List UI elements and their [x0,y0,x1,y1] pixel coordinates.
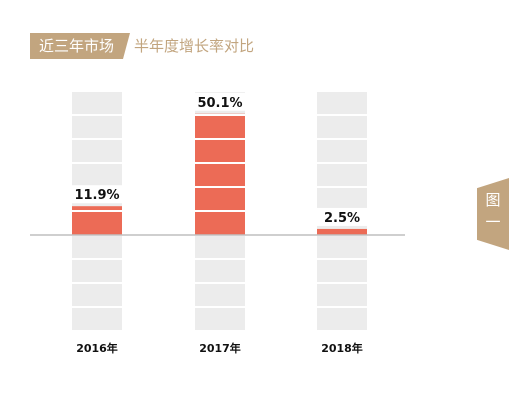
bar-track-segment [72,236,122,258]
bar-track-segment [72,284,122,306]
bar-track-segment [72,308,122,330]
title-tag: 近三年市场 [30,33,130,59]
bar-track-segment [317,92,367,114]
data-label: 11.9% [74,188,119,203]
bar-track-segment [317,164,367,186]
figure-tab-label: 图 [485,191,501,209]
bar-track-segment [72,260,122,282]
figure-tab-number: 一 [485,213,501,231]
data-label-bg [72,185,122,204]
bar-track-segment [317,140,367,162]
bar-separator [195,114,245,116]
bar-track-segment [195,236,245,258]
bar-track-segment [195,260,245,282]
bar-track-segment [317,236,367,258]
bar [317,228,367,235]
bar-track-segment [72,140,122,162]
bar-track-segment [317,308,367,330]
bar-track-segment [317,284,367,306]
data-label: 2.5% [324,211,360,226]
x-tick-label: 2018年 [321,341,363,355]
bar-separator [72,210,122,212]
bar-track-segment [195,284,245,306]
bar-track-segment [72,92,122,114]
data-label-bg [317,207,367,226]
x-tick-label: 2016年 [76,341,118,355]
bar-separator [195,138,245,140]
bar-separator [195,186,245,188]
data-label: 50.1% [197,96,242,111]
bar-track-segment [72,164,122,186]
bar-track-segment [317,116,367,138]
data-label-bg [195,92,245,111]
bar-separator [195,210,245,212]
bar-track-segment [72,116,122,138]
bar-separator [195,162,245,164]
bar-track-segment [317,260,367,282]
bar-track-segment [195,308,245,330]
page-title: 半年度增长率对比 [134,37,255,55]
figure-tab: 图 一 [477,178,509,250]
x-tick-label: 2017年 [199,341,241,355]
title-tag-label: 近三年市场 [39,37,115,55]
bar-track-segment [317,188,367,210]
bar [195,113,245,235]
